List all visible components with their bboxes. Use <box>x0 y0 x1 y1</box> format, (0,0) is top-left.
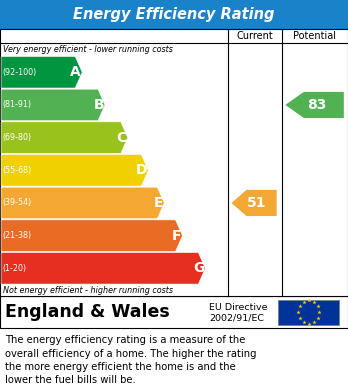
Polygon shape <box>1 154 148 186</box>
Text: (69-80): (69-80) <box>3 133 32 142</box>
Text: D: D <box>136 163 147 177</box>
Text: (92-100): (92-100) <box>3 68 37 77</box>
Text: Energy Efficiency Rating: Energy Efficiency Rating <box>73 7 275 22</box>
Text: A: A <box>70 65 81 79</box>
Polygon shape <box>1 89 105 121</box>
Text: B: B <box>93 98 104 112</box>
Polygon shape <box>1 187 164 219</box>
Text: EU Directive
2002/91/EC: EU Directive 2002/91/EC <box>209 303 267 322</box>
Text: C: C <box>117 131 127 145</box>
Text: Very energy efficient - lower running costs: Very energy efficient - lower running co… <box>3 45 173 54</box>
Polygon shape <box>1 253 205 284</box>
Polygon shape <box>285 92 344 118</box>
Bar <box>0 296 348 328</box>
Polygon shape <box>1 220 182 251</box>
Text: (81-91): (81-91) <box>3 100 32 109</box>
Text: (55-68): (55-68) <box>3 166 32 175</box>
Polygon shape <box>1 122 128 153</box>
Text: (21-38): (21-38) <box>3 231 32 240</box>
Text: E: E <box>154 196 163 210</box>
Bar <box>0 29 348 296</box>
Text: Potential: Potential <box>293 31 337 41</box>
Text: 83: 83 <box>307 98 326 112</box>
Polygon shape <box>1 56 82 88</box>
Text: 51: 51 <box>246 196 266 210</box>
Text: England & Wales: England & Wales <box>5 303 170 321</box>
Text: (39-54): (39-54) <box>3 199 32 208</box>
Polygon shape <box>231 190 277 216</box>
Bar <box>0 0 348 29</box>
Text: The energy efficiency rating is a measure of the
overall efficiency of a home. T: The energy efficiency rating is a measur… <box>5 335 257 385</box>
Text: Not energy efficient - higher running costs: Not energy efficient - higher running co… <box>3 286 173 295</box>
Text: G: G <box>193 261 204 275</box>
Text: Current: Current <box>237 31 273 41</box>
Bar <box>278 300 339 325</box>
Text: (1-20): (1-20) <box>3 264 27 273</box>
Text: F: F <box>172 229 181 243</box>
